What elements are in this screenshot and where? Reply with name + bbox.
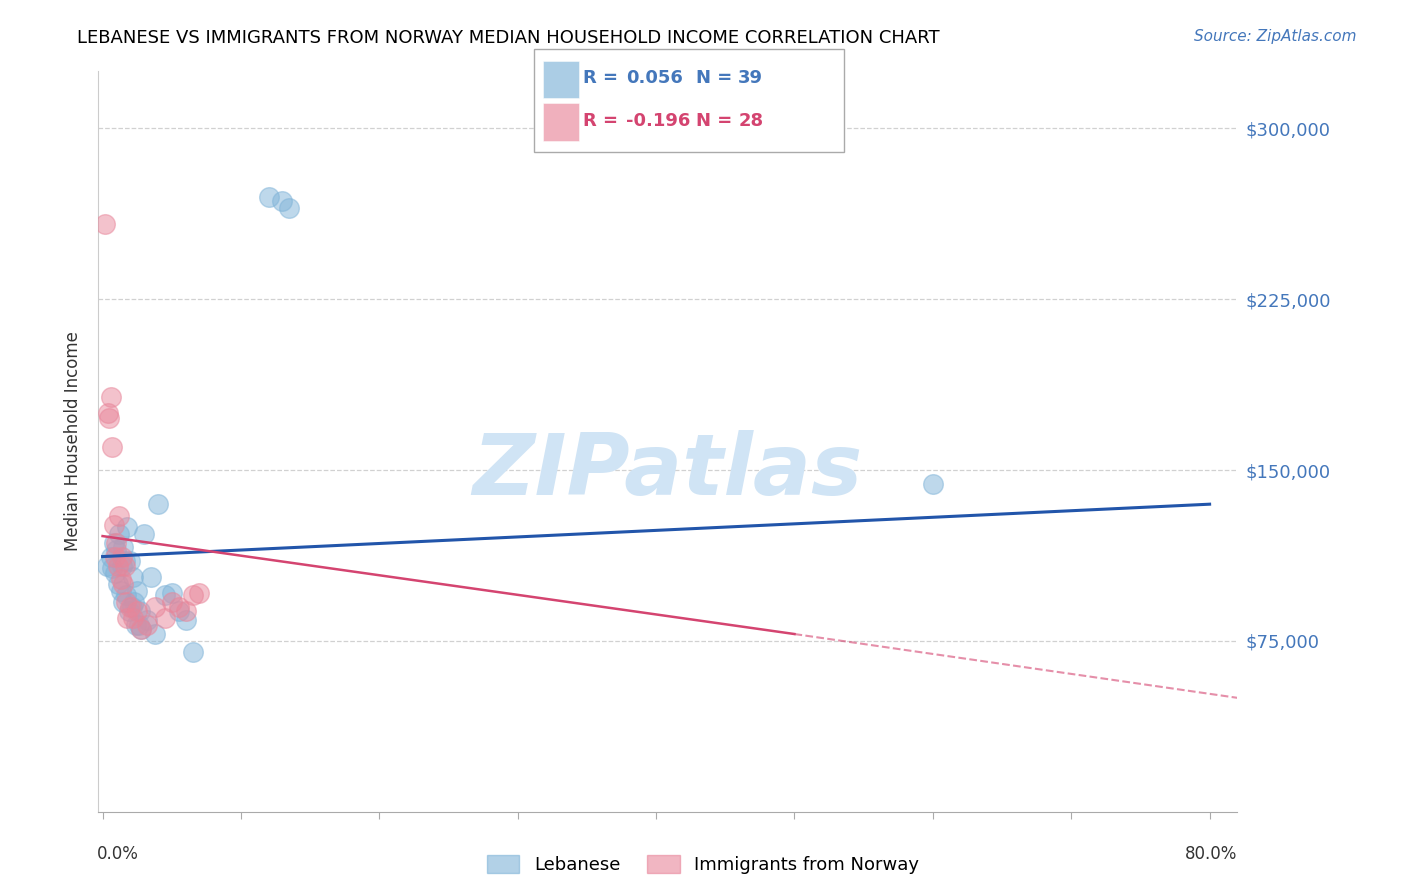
Point: [139, 570, 162, 584]
Point: [120, 599, 142, 614]
Point: [128, 618, 150, 632]
Point: [257, 189, 280, 203]
Point: [108, 526, 131, 541]
Text: N =: N =: [696, 112, 733, 130]
Point: [160, 586, 183, 600]
Point: [188, 586, 211, 600]
Point: [127, 604, 149, 618]
Point: [103, 536, 125, 550]
Point: [111, 549, 134, 564]
Point: [120, 554, 142, 568]
Text: Source: ZipAtlas.com: Source: ZipAtlas.com: [1194, 29, 1357, 44]
Point: [122, 570, 145, 584]
Point: [105, 536, 128, 550]
Point: [105, 542, 128, 557]
Text: LEBANESE VS IMMIGRANTS FROM NORWAY MEDIAN HOUSEHOLD INCOME CORRELATION CHART: LEBANESE VS IMMIGRANTS FROM NORWAY MEDIA…: [77, 29, 941, 46]
Point: [96, 558, 118, 573]
Point: [103, 517, 125, 532]
Text: 39: 39: [738, 70, 763, 87]
Point: [127, 583, 149, 598]
Y-axis label: Median Household Income: Median Household Income: [65, 332, 83, 551]
Text: 80.0%: 80.0%: [1185, 845, 1237, 863]
Point: [115, 595, 138, 609]
Legend: Lebanese, Immigrants from Norway: Lebanese, Immigrants from Norway: [486, 855, 920, 874]
Text: ZIPatlas: ZIPatlas: [472, 430, 863, 513]
Point: [97, 406, 120, 420]
Point: [167, 604, 190, 618]
Point: [104, 566, 127, 580]
Point: [101, 440, 124, 454]
Point: [110, 583, 132, 598]
Point: [153, 611, 176, 625]
Text: R =: R =: [583, 112, 619, 130]
Point: [135, 618, 157, 632]
Point: [111, 558, 134, 573]
Point: [143, 599, 166, 614]
Point: [112, 595, 135, 609]
Point: [174, 604, 197, 618]
Point: [181, 645, 204, 659]
Point: [278, 201, 301, 215]
Point: [181, 588, 204, 602]
Point: [135, 613, 157, 627]
Point: [125, 618, 148, 632]
Text: N =: N =: [696, 70, 733, 87]
Point: [174, 613, 197, 627]
Point: [153, 588, 176, 602]
Point: [118, 604, 141, 618]
Point: [117, 611, 139, 625]
Point: [160, 595, 183, 609]
Text: 0.0%: 0.0%: [97, 845, 139, 863]
Point: [121, 599, 143, 614]
Point: [271, 194, 294, 209]
Point: [167, 599, 190, 614]
Point: [112, 577, 135, 591]
Text: -0.196: -0.196: [626, 112, 690, 130]
Point: [100, 390, 122, 404]
Point: [98, 410, 121, 425]
Point: [131, 623, 153, 637]
Point: [100, 549, 122, 564]
Point: [122, 611, 145, 625]
Point: [143, 627, 166, 641]
Point: [107, 577, 129, 591]
Point: [131, 623, 153, 637]
Point: [129, 604, 152, 618]
Point: [117, 520, 139, 534]
Text: 28: 28: [738, 112, 763, 130]
Point: [146, 497, 169, 511]
Point: [921, 476, 943, 491]
Point: [132, 526, 155, 541]
Point: [114, 558, 136, 573]
Point: [104, 549, 127, 564]
Point: [115, 588, 138, 602]
Point: [108, 508, 131, 523]
Point: [94, 217, 117, 231]
Point: [114, 554, 136, 568]
Point: [112, 541, 135, 555]
Point: [107, 558, 129, 573]
Text: R =: R =: [583, 70, 619, 87]
Point: [110, 573, 132, 587]
Text: 0.056: 0.056: [626, 70, 682, 87]
Point: [124, 595, 146, 609]
Point: [101, 561, 124, 575]
